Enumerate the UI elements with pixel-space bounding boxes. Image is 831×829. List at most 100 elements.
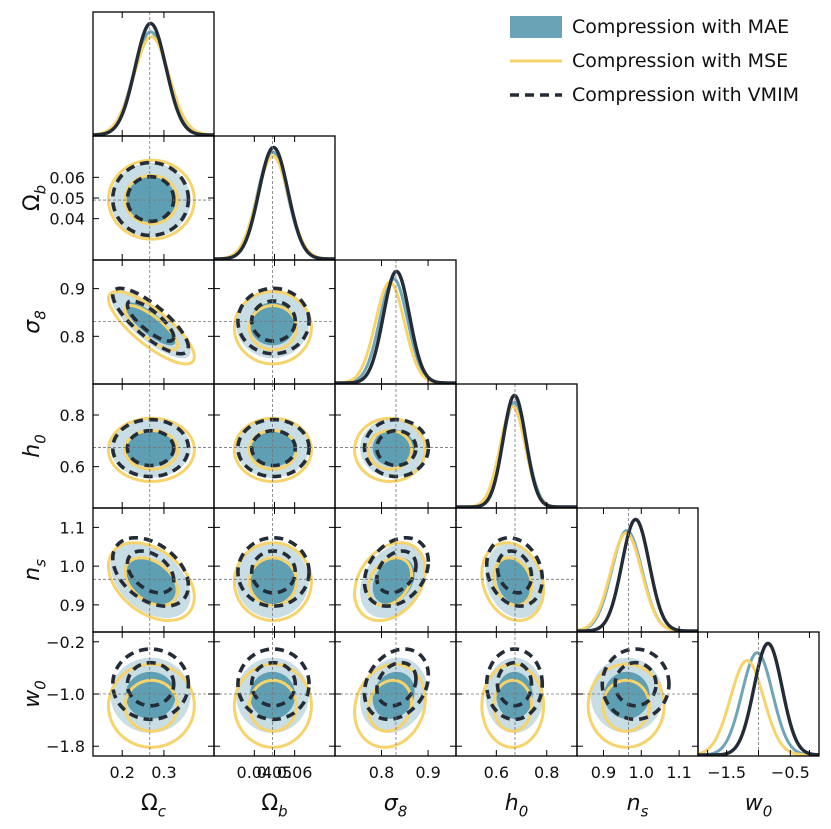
ylabel-1: Ωb (20, 185, 50, 211)
ylabel-group-3: h0 (20, 434, 50, 457)
contour-mae-inner-4-0 (125, 557, 176, 605)
contour-mae-inner-4-3 (496, 557, 533, 605)
pdf-mae-1 (214, 150, 335, 260)
xtick-label-4: 1.1 (666, 763, 691, 782)
contour-vmim-outer-1-0 (110, 160, 191, 238)
contour-vmim-inner-2-1 (249, 299, 298, 343)
panel-5-5 (698, 632, 819, 756)
xtick-label-5: −1.5 (707, 763, 746, 782)
ylabel-5: w0 (20, 680, 50, 708)
pdf-mse-0 (93, 35, 214, 136)
xtick-label-3: 0.6 (484, 763, 509, 782)
panel-3-3 (456, 384, 577, 508)
contour-vmim-inner-5-1 (249, 660, 298, 708)
panel-frame-0-0 (92, 11, 215, 137)
contour-mse-inner-5-4 (601, 678, 651, 733)
xlabel-1: Ωb (261, 791, 287, 821)
legend-label-mse: Compression with MSE (572, 50, 789, 72)
contour-mae-inner-2-0 (125, 302, 176, 346)
ytick-label-4: 0.9 (60, 596, 85, 615)
panel-4-3 (456, 508, 577, 632)
contour-vmim-inner-4-0 (125, 549, 176, 595)
contour-vmim-outer-4-0 (110, 535, 191, 608)
contour-vmim-inner-5-0 (125, 660, 176, 708)
pdf-vmim-1 (214, 145, 335, 260)
contour-vmim-outer-2-1 (236, 286, 311, 356)
contour-vmim-outer-5-2 (362, 647, 431, 722)
ytick-label-3: 0.6 (60, 458, 85, 477)
contour-mae-inner-3-2 (372, 429, 415, 467)
contour-mse-inner-4-1 (247, 556, 298, 607)
ylabel-group-5: w0 (20, 680, 50, 708)
pdf-mae-2 (335, 277, 456, 384)
panel-5-3 (456, 632, 577, 756)
contour-mse-outer-5-2 (353, 662, 427, 749)
contour-vmim-outer-5-0 (110, 647, 191, 722)
contour-vmim-inner-2-0 (125, 299, 176, 343)
contour-vmim-inner-5-3 (495, 660, 534, 708)
ytick-label-5: −1.0 (46, 685, 85, 704)
xtick-label-2: 0.8 (369, 763, 394, 782)
ytick-label-1: 0.05 (49, 189, 85, 208)
panel-5-1 (214, 632, 335, 756)
xtick-label-1: 0.06 (277, 763, 313, 782)
contour-mse-outer-2-1 (232, 289, 313, 366)
contour-mse-outer-3-0 (106, 416, 196, 484)
contour-vmim-outer-4-2 (362, 535, 431, 608)
xtick-label-1: 0.05 (257, 763, 293, 782)
ytick-label-5: −1.8 (46, 737, 85, 756)
contour-mse-outer-2-0 (106, 290, 196, 366)
legend-item-mse: Compression with MSE (510, 44, 820, 78)
contour-mse-inner-1-0 (123, 173, 180, 226)
panel-4-0 (93, 508, 214, 632)
legend-item-mae: Compression with MAE (510, 10, 820, 44)
xtick-label-2: 0.9 (415, 763, 440, 782)
contour-mse-outer-1-0 (106, 158, 196, 241)
panel-frame-4-4 (576, 507, 699, 633)
legend-label-vmim: Compression with VMIM (572, 84, 800, 106)
panel-3-2 (335, 384, 456, 508)
contour-vmim-inner-3-1 (249, 428, 298, 468)
pdf-vmim-5 (698, 641, 819, 756)
pdf-mae-3 (456, 400, 577, 508)
contour-mse-outer-5-1 (232, 662, 313, 749)
legend-swatch-vmim (510, 93, 562, 97)
ytick-label-3: 0.8 (60, 406, 85, 425)
ytick-label-4: 1.1 (60, 518, 85, 537)
xtick-label-4: 1.0 (629, 763, 654, 782)
xtick-label-0: 0.2 (109, 763, 134, 782)
contour-vmim-inner-5-4 (613, 660, 658, 708)
xlabel-5: w0 (745, 791, 773, 821)
contour-mse-outer-5-3 (480, 662, 546, 749)
contour-vmim-inner-4-3 (495, 549, 534, 595)
pdf-mse-3 (456, 405, 577, 508)
ytick-label-5: −0.2 (46, 633, 85, 652)
ylabel-group-1: Ωb (20, 185, 50, 211)
ylabel-3: h0 (20, 434, 50, 457)
ytick-label-4: 1.0 (60, 557, 85, 576)
contour-vmim-outer-3-0 (110, 417, 191, 479)
xlabel-0: Ωc (141, 791, 167, 821)
contour-mse-outer-4-3 (480, 541, 546, 623)
contour-mse-outer-4-2 (353, 541, 427, 623)
panel-0-0 (93, 12, 214, 136)
contour-mse-outer-4-1 (232, 541, 313, 623)
contour-vmim-inner-4-1 (249, 549, 298, 595)
ytick-label-2: 0.8 (60, 327, 85, 346)
contour-vmim-inner-5-2 (375, 660, 418, 708)
xlabel-2: σ8 (384, 791, 407, 821)
xlabel-4: ns (627, 791, 649, 821)
contour-mse-outer-5-4 (586, 662, 666, 749)
contour-vmim-outer-3-2 (362, 417, 431, 479)
panel-2-1 (214, 260, 335, 384)
xlabel-3: h0 (505, 791, 528, 821)
contour-vmim-outer-5-1 (236, 647, 311, 722)
ytick-label-2: 0.9 (60, 280, 85, 299)
contour-mse-inner-5-0 (123, 678, 180, 733)
contour-mae-inner-2-1 (249, 302, 296, 346)
legend-swatch-mae (510, 16, 562, 38)
pdf-mse-5 (698, 659, 819, 756)
contour-vmim-inner-4-2 (375, 549, 418, 595)
panel-4-2 (335, 508, 456, 632)
